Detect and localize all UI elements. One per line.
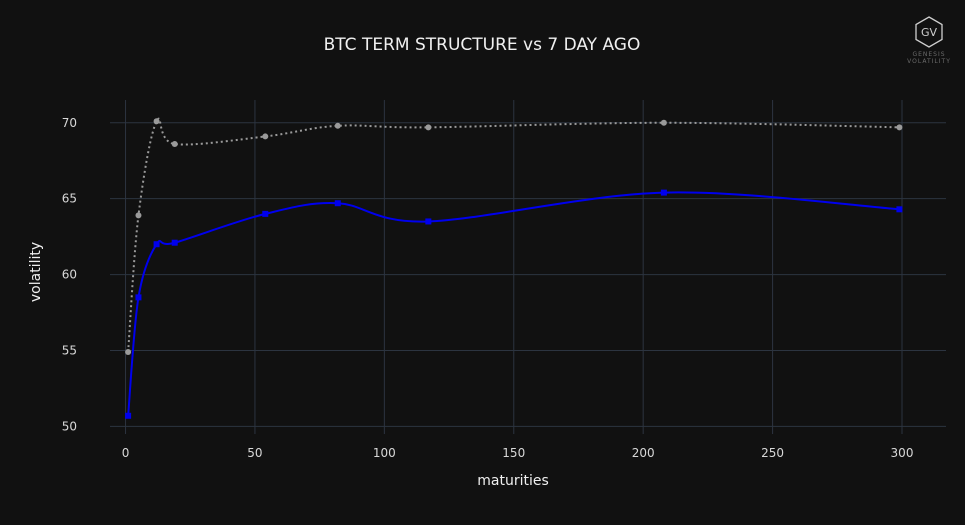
tick-labels: 0 50 100 150 200 250 300 50 55 60 65 70 <box>62 116 914 460</box>
x-tick-label: 50 <box>247 446 262 460</box>
data-point-dotted <box>135 212 142 219</box>
data-point-dotted <box>262 133 269 140</box>
data-point-solid <box>896 206 903 213</box>
data-point-dotted <box>660 119 667 126</box>
y-tick-label: 70 <box>62 116 77 130</box>
logo-line2: VOLATILITY <box>907 58 951 65</box>
x-tick-label: 0 <box>122 446 130 460</box>
logo-hexagon-icon <box>915 16 943 48</box>
logo-line1: GENESIS <box>912 51 945 58</box>
data-point-dotted <box>171 141 178 148</box>
data-point-solid <box>425 218 432 225</box>
genesis-volatility-logo: GV GENESIS VOLATILITY <box>907 16 951 65</box>
x-tick-label: 250 <box>761 446 784 460</box>
y-tick-label: 50 <box>62 419 77 433</box>
x-tick-label: 100 <box>373 446 396 460</box>
data-point-solid <box>125 412 132 419</box>
y-tick-label: 55 <box>62 344 77 358</box>
data-point-solid <box>660 189 667 196</box>
logo-mark: GV <box>921 26 938 39</box>
data-point-solid <box>171 239 178 246</box>
data-point-dotted <box>334 122 341 129</box>
series <box>125 117 903 419</box>
y-axis-title: volatility <box>28 242 44 302</box>
data-point-solid <box>135 294 142 301</box>
data-point-dotted <box>896 124 903 131</box>
series-solid <box>125 189 903 419</box>
grid <box>110 100 946 434</box>
data-point-dotted <box>125 349 132 356</box>
data-point-solid <box>153 241 160 248</box>
x-tick-label: 200 <box>632 446 655 460</box>
data-point-solid <box>262 210 269 217</box>
chart-title: BTC TERM STRUCTURE vs 7 DAY AGO <box>324 35 641 55</box>
y-tick-label: 65 <box>62 192 77 206</box>
x-tick-label: 300 <box>891 446 914 460</box>
y-tick-label: 60 <box>62 268 77 282</box>
data-point-dotted <box>153 118 160 125</box>
data-point-solid <box>334 200 341 207</box>
series-dotted <box>125 117 903 356</box>
x-axis-title: maturities <box>477 473 549 489</box>
data-point-dotted <box>425 124 432 131</box>
x-tick-label: 150 <box>502 446 525 460</box>
